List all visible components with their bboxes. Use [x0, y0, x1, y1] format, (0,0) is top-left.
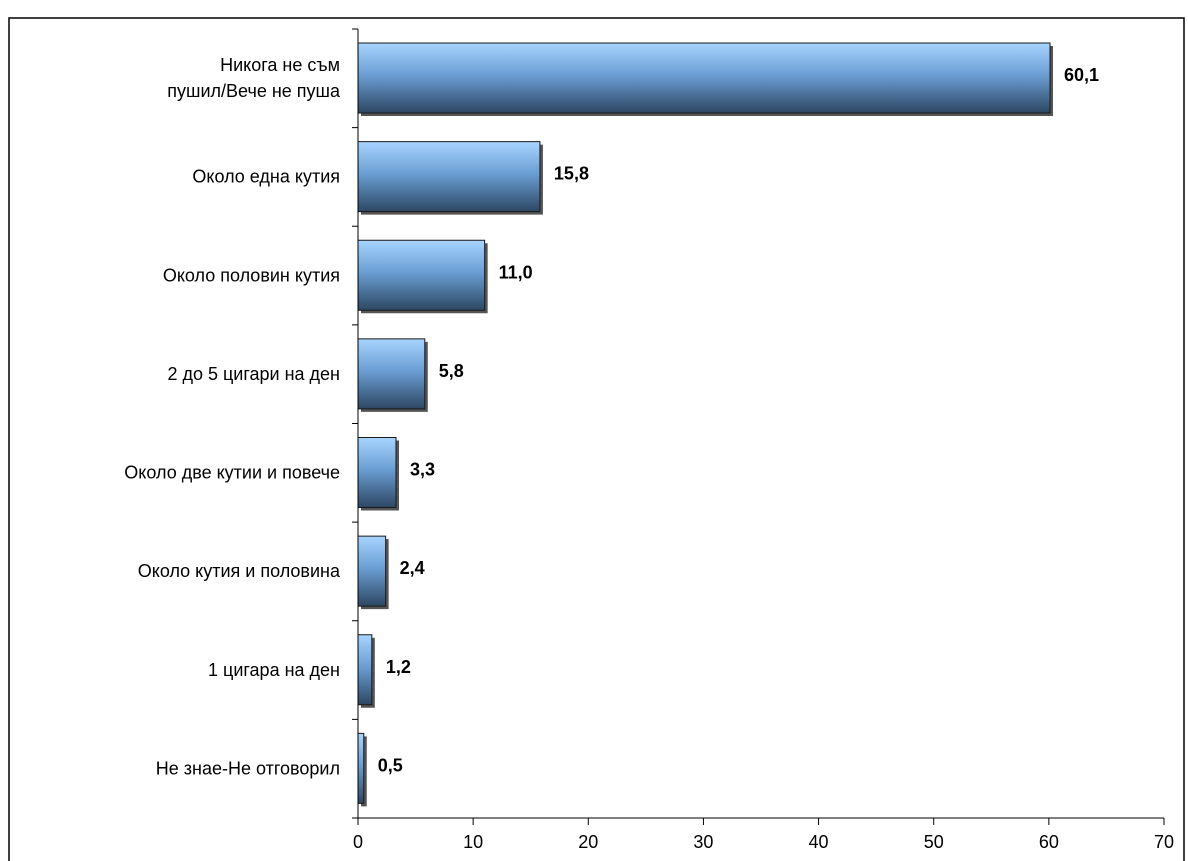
bar: [357, 239, 486, 311]
x-tick-label: 0: [353, 832, 363, 852]
value-label: 3,3: [410, 460, 435, 480]
category-label-line: 1 цигара на ден: [208, 660, 340, 680]
x-tick-label: 10: [463, 832, 483, 852]
category-label-line: пушил/Вече не пуша: [167, 81, 341, 101]
category-label: 1 цигара на ден: [208, 660, 340, 680]
value-label: 2,4: [400, 558, 425, 578]
category-label-line: Около две кутии и повече: [124, 463, 340, 483]
category-label-line: Около половин кутия: [163, 265, 340, 285]
x-tick-label: 20: [578, 832, 598, 852]
bar: [357, 634, 373, 706]
bar: [357, 535, 387, 607]
value-label: 15,8: [554, 164, 589, 184]
bar: [357, 437, 397, 508]
x-tick-label: 70: [1154, 832, 1174, 852]
value-label: 11,0: [499, 262, 533, 282]
x-tick-label: 40: [809, 832, 829, 852]
value-label: 1,2: [386, 657, 411, 677]
x-tick-label: 60: [1039, 832, 1059, 852]
value-label: 0,5: [378, 755, 403, 775]
category-label: Около една кутия: [192, 167, 340, 187]
category-label-line: Около кутия и половина: [138, 561, 341, 581]
value-label: 5,8: [439, 361, 464, 381]
bar: [357, 141, 541, 213]
category-label: Около половин кутия: [163, 265, 340, 285]
x-tick-label: 50: [924, 832, 944, 852]
category-label: 2 до 5 цигари на ден: [167, 364, 340, 384]
category-label-line: Не знае-Не отговорил: [156, 758, 340, 778]
bar: [357, 42, 1051, 114]
category-label: Никога не съм пушил/Вече не пуша: [167, 55, 341, 101]
category-label: Около кутия и половина: [138, 561, 341, 581]
category-label-line: Около една кутия: [192, 167, 340, 187]
bar: [357, 338, 426, 410]
value-label: 60,1: [1064, 65, 1099, 85]
bar: [357, 732, 365, 804]
category-label-line: Никога не съм: [220, 55, 340, 75]
x-tick-label: 30: [693, 832, 713, 852]
chart-frame: [8, 17, 1185, 861]
category-label: Около две кутии и повече: [124, 463, 340, 483]
category-label-line: 2 до 5 цигари на ден: [167, 364, 340, 384]
category-label: Не знае-Не отговорил: [156, 758, 340, 778]
